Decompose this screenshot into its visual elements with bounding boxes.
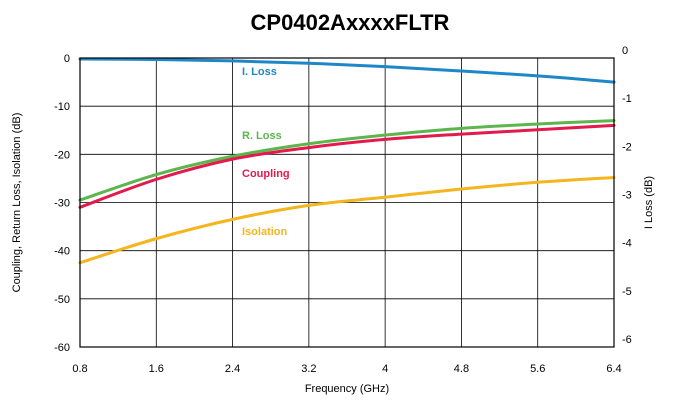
series-label-r-loss: R. Loss [242,130,282,142]
series-label-layer: I. Loss R. Loss Coupling Isolation [242,66,290,238]
y-tick-label-right: 0 [622,45,628,57]
x-tick-label: 0.8 [72,363,87,375]
x-tick-label: 6.4 [606,363,621,375]
x-axis-label: Frequency (GHz) [305,383,389,395]
series-line-isolation [78,175,616,265]
x-tick-label: 2.4 [225,363,240,375]
grid-layer [80,58,614,347]
y-tick-label-right: -2 [622,141,632,153]
series-layer [78,57,616,265]
tick-label-layer: 0.8 1.6 2.4 3.2 4 4.8 5.6 6.40-10-20-30-40-50-6… [54,45,632,375]
y-tick-label-left: -10 [54,101,70,113]
series-line-i-loss [78,57,616,84]
series-label-isolation: Isolation [242,226,288,238]
y-tick-label-right: -4 [622,238,632,250]
x-tick-label: 3.2 [301,363,316,375]
series-line-r-loss [78,119,616,202]
y-axis-label-right: I Loss (dB) [643,176,655,229]
y-tick-label-right: -6 [622,334,632,346]
y-tick-label-right: -3 [622,190,632,202]
y-tick-label-right: -5 [622,286,632,298]
y-tick-label-left: -20 [54,149,70,161]
x-tick-label: 1.6 [149,363,164,375]
y-axis-label-left: Coupling, Return Loss, Isolation (dB) [11,113,23,293]
y-tick-label-left: -50 [54,294,70,306]
series-label-coupling: Coupling [242,168,290,180]
y-tick-label-right: -1 [622,93,632,105]
y-tick-label-left: 0 [64,53,70,65]
chart-title: CP0402AxxxxFLTR [251,10,450,35]
plot-frame [79,57,615,348]
x-tick-label: 5.6 [530,363,545,375]
x-tick-label: 4.8 [454,363,469,375]
series-label-i-loss: I. Loss [242,66,277,78]
y-tick-label-left: -40 [54,246,70,258]
y-tick-label-left: -60 [54,342,70,354]
x-tick-label: 4 [382,363,388,375]
series-line-coupling [78,123,616,209]
y-tick-label-left: -30 [54,198,70,210]
